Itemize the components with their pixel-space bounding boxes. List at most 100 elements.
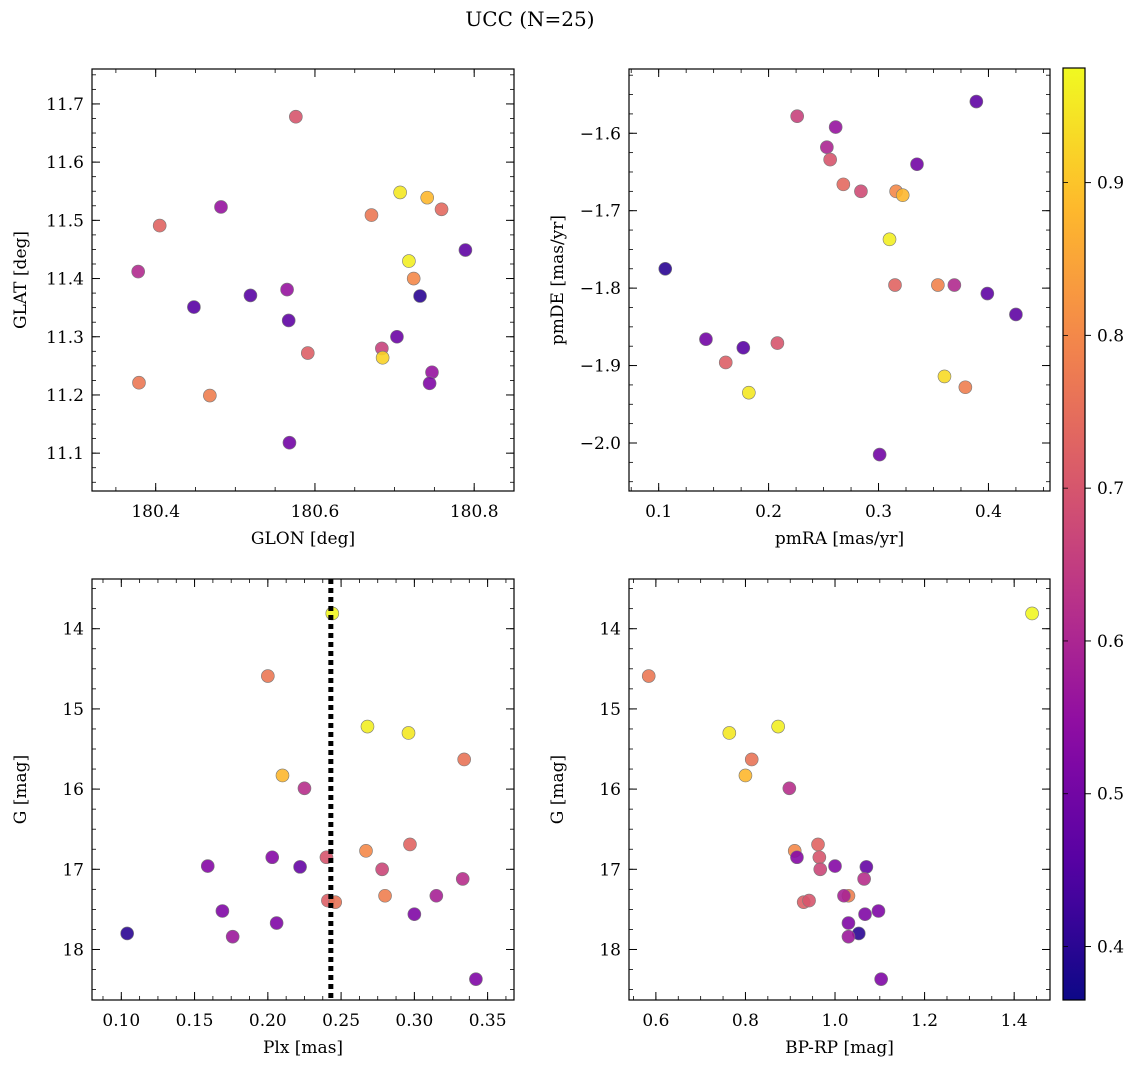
y-tick-label: 11.1 <box>46 444 84 464</box>
y-axis-label: G [mag] <box>548 755 568 824</box>
axes-frame <box>628 68 1051 492</box>
y-tick-label: −1.7 <box>580 202 621 222</box>
y-tick-label: −1.8 <box>580 279 621 299</box>
y-axis-label: GLAT [deg] <box>11 231 31 329</box>
scatter-point <box>722 726 737 740</box>
y-tick-label: 17 <box>62 860 84 880</box>
y-tick-label: 18 <box>599 940 621 960</box>
scatter-point <box>406 271 421 286</box>
scatter-point <box>738 768 753 783</box>
scatter-point <box>402 254 416 268</box>
scatter-points <box>641 606 1039 986</box>
scatter-point <box>742 385 756 400</box>
scatter-point <box>243 288 258 303</box>
scatter-point <box>718 355 733 370</box>
panel-bprp-g: 0.6 0.8 1.0 1.2 1.4 14 15 16 17 18 BP-RP [mag] G [m… <box>548 578 1051 1058</box>
axes-frame <box>91 68 515 492</box>
scatter-point <box>420 190 435 205</box>
scatter-point <box>360 719 375 734</box>
scatter-point <box>882 232 897 247</box>
scatter-point <box>455 872 470 886</box>
scatter-point <box>215 904 230 918</box>
y-tick-label: 11.6 <box>46 153 84 173</box>
scatter-point <box>658 261 673 276</box>
scatter-point <box>828 859 842 873</box>
y-tick-label: 15 <box>599 700 621 720</box>
x-tick-label: 0.15 <box>176 1011 214 1031</box>
colorbar-tick-label: 0.4 <box>1097 938 1124 958</box>
scatter-point <box>261 669 275 683</box>
x-tick-label: 0.25 <box>322 1011 360 1031</box>
scatter-point <box>269 916 284 930</box>
scatter-point <box>132 375 146 390</box>
y-tick-label: 14 <box>599 620 621 640</box>
x-axis-label: pmRA [mas/yr] <box>775 529 904 549</box>
y-tick-label: 11.2 <box>46 386 84 406</box>
scatter-point <box>203 388 217 403</box>
y-tick-label: 11.4 <box>46 270 84 290</box>
scatter-point <box>947 278 962 292</box>
x-axis-label: GLON [deg] <box>251 529 355 549</box>
scatter-point <box>458 243 473 257</box>
scatter-point <box>871 904 886 918</box>
x-axis-label: Plx [mas] <box>263 1038 343 1058</box>
scatter-point <box>823 152 837 167</box>
y-tick-label: 17 <box>599 860 621 880</box>
scatter-points <box>658 94 1023 462</box>
panel-glon-glat: 180.4 180.6 180.8 11.1 11.2 11.3 11.4 11.5 11.6 1… <box>11 68 515 549</box>
scatter-point <box>364 208 379 222</box>
y-tick-label: 14 <box>62 620 84 640</box>
scatter-point <box>782 781 797 796</box>
x-tick-label: 0.30 <box>395 1011 433 1031</box>
scatter-point <box>378 888 392 903</box>
scatter-point <box>837 888 851 903</box>
scatter-point <box>359 844 373 858</box>
scatter-point <box>812 850 827 865</box>
scatter-point <box>802 893 816 908</box>
y-tick-label: 18 <box>62 940 84 960</box>
scatter-point <box>888 278 902 292</box>
colorbar-gradient <box>1062 67 1086 1001</box>
scatter-point <box>293 860 307 874</box>
scatter-point <box>152 218 167 233</box>
panel-plx-g: 0.10 0.15 0.20 0.25 0.30 0.35 14 15 16 17 18 Plx [m… <box>11 578 515 1058</box>
scatter-point <box>275 768 290 783</box>
scatter-point <box>1009 307 1023 322</box>
scatter-point <box>872 447 887 462</box>
scatter-point <box>375 350 390 365</box>
scatter-point <box>841 929 856 944</box>
scatter-point <box>289 109 303 124</box>
scatter-point <box>980 286 995 301</box>
y-tick-label: 11.7 <box>46 95 84 115</box>
scatter-point <box>820 140 834 155</box>
colorbar-tick-label: 0.9 <box>1097 174 1124 194</box>
x-tick-label: 0.1 <box>645 502 672 522</box>
scatter-point <box>811 837 825 852</box>
scatter-point <box>841 916 856 930</box>
y-tick-label: −1.9 <box>580 357 621 377</box>
x-tick-label: 0.4 <box>975 502 1002 522</box>
scatter-point <box>699 332 713 347</box>
x-tick-label: 0.6 <box>642 1011 669 1031</box>
scatter-point <box>300 346 315 360</box>
scatter-point <box>425 365 439 380</box>
scatter-point <box>895 188 910 203</box>
figure-title: UCC (N=25) <box>465 7 594 31</box>
scatter-point <box>828 120 843 134</box>
scatter-point <box>641 669 656 683</box>
scatter-point <box>200 859 215 873</box>
scatter-point <box>931 278 945 292</box>
scatter-point <box>958 380 973 395</box>
x-tick-label: 0.35 <box>469 1011 507 1031</box>
scatter-point <box>403 837 417 852</box>
scatter-point <box>857 872 871 886</box>
scatter-point <box>413 289 427 303</box>
scatter-point <box>187 300 201 314</box>
y-axis-label: G [mag] <box>11 755 31 824</box>
colorbar-tick-label: 0.7 <box>1097 479 1124 499</box>
x-tick-label: 0.3 <box>865 502 892 522</box>
scatter-point <box>736 340 751 355</box>
scatter-point <box>457 752 471 767</box>
y-tick-label: −1.6 <box>580 124 621 144</box>
